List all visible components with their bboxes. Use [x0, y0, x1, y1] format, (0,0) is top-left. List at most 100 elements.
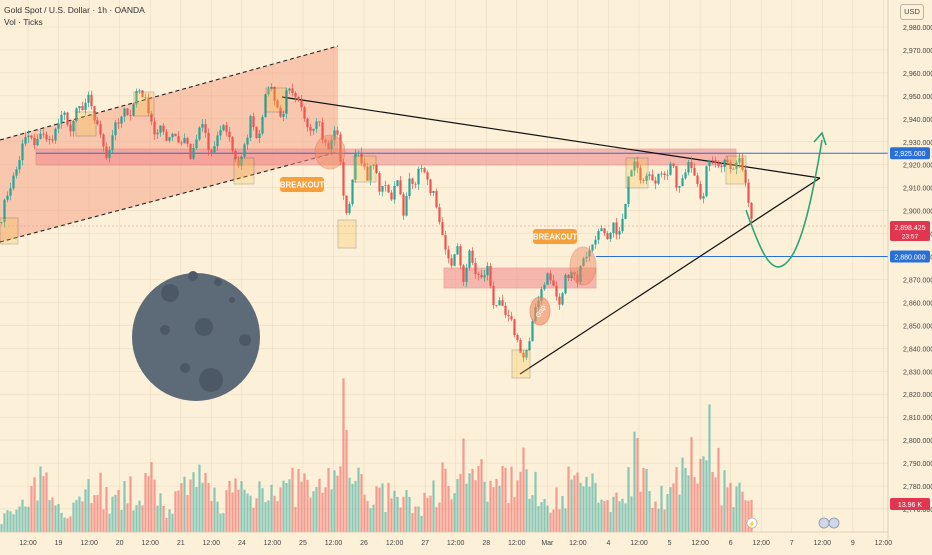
candle-body	[0, 222, 3, 223]
candle-body	[501, 300, 504, 306]
highlight-box	[75, 111, 97, 137]
breakout-label-2: BREAKOUT	[533, 229, 577, 244]
candle-body	[600, 228, 603, 232]
candle-body	[456, 246, 459, 255]
x-tick-label: 21	[177, 540, 185, 547]
candle-body	[618, 231, 621, 235]
x-tick-label: 12:00	[814, 540, 832, 547]
candle-body	[453, 254, 456, 266]
candle-body	[258, 133, 261, 139]
candle-body	[666, 174, 669, 176]
candle-body	[426, 172, 429, 180]
candle-body	[633, 161, 636, 171]
volume-bar	[606, 500, 609, 532]
candle-body	[45, 134, 48, 140]
volume-bar	[474, 480, 477, 532]
current-price-tag-countdown: 23:57	[902, 234, 919, 241]
volume-bar	[408, 496, 411, 532]
volume-bar	[345, 429, 348, 532]
candle-body	[567, 274, 570, 279]
moon-crater	[160, 325, 170, 335]
candle-body	[729, 162, 732, 170]
x-tick-label: 12:00	[19, 540, 37, 547]
volume-bar	[708, 404, 711, 532]
support-zone	[443, 267, 597, 289]
volume-bar	[426, 497, 429, 532]
candle-body	[165, 131, 168, 141]
volume-bar	[396, 496, 399, 532]
volume-bar	[315, 486, 318, 532]
y-tick-label: 2,960.000	[903, 71, 932, 78]
volume-bar	[273, 495, 276, 532]
volume-bar	[528, 498, 531, 532]
volume-bar	[744, 500, 747, 532]
volume-bar	[702, 456, 705, 532]
x-tick-label: 24	[238, 540, 246, 547]
volume-bar	[555, 487, 558, 532]
candle-body	[597, 231, 600, 240]
volume-bar	[288, 479, 291, 532]
currency-button[interactable]: USD	[900, 4, 924, 20]
volume-bar	[48, 500, 51, 532]
chart-subtitle: Vol · Ticks	[4, 17, 43, 27]
candle-body	[621, 218, 624, 232]
candle-body	[438, 207, 441, 223]
candle-body	[114, 122, 117, 136]
highlight-box	[511, 349, 531, 379]
y-tick-label: 2,810.000	[903, 415, 932, 422]
candle-body	[717, 162, 720, 167]
candle-body	[180, 142, 183, 144]
volume-bar	[324, 487, 327, 532]
volume-bar	[684, 467, 687, 532]
candle-body	[462, 265, 465, 282]
candle-body	[204, 124, 207, 133]
channel-lower-line	[0, 151, 339, 243]
candle-body	[237, 159, 240, 166]
candle-body	[579, 265, 582, 283]
candle-body	[27, 135, 30, 138]
volume-bar	[666, 494, 669, 532]
candle-body	[648, 174, 651, 176]
volume-bar	[672, 483, 675, 532]
candle-body	[396, 180, 399, 186]
highlight-box	[233, 157, 255, 185]
y-tick-label: 2,770.000	[903, 507, 932, 514]
candle-body	[447, 249, 450, 259]
y-tick-label: 2,970.000	[903, 48, 932, 55]
breakout-circle	[314, 134, 346, 170]
candle-body	[177, 136, 180, 143]
candle-body	[636, 161, 639, 168]
x-tick-label: 12:00	[80, 540, 98, 547]
volume-bar	[285, 482, 288, 532]
candle-body	[66, 112, 69, 125]
volume-bar	[561, 495, 564, 532]
volume-bar	[627, 467, 630, 532]
candle-body	[117, 122, 120, 124]
candle-body	[588, 250, 591, 257]
highlight-box	[133, 91, 155, 117]
x-tick-label: 19	[55, 540, 63, 547]
candle-body	[639, 167, 642, 181]
candle-body	[123, 108, 126, 117]
candle-body	[42, 133, 45, 135]
volume-bar	[405, 490, 408, 532]
x-tick-label: 12:00	[386, 540, 404, 547]
candle-body	[630, 170, 633, 177]
volume-bar	[729, 482, 732, 532]
volume-bar	[450, 499, 453, 532]
volume-bar	[228, 480, 231, 532]
volume-bar	[648, 491, 651, 532]
x-tick-label: 28	[482, 540, 490, 547]
candle-body	[297, 96, 300, 101]
volume-bar	[369, 508, 372, 532]
candle-body	[558, 296, 561, 305]
volume-bar	[168, 509, 171, 532]
volume-bar	[402, 496, 405, 532]
volume-bar	[513, 497, 516, 532]
candle-body	[738, 157, 741, 163]
y-tick-label: 2,790.000	[903, 461, 932, 468]
candle-body	[231, 137, 234, 151]
candle-body	[291, 88, 294, 94]
